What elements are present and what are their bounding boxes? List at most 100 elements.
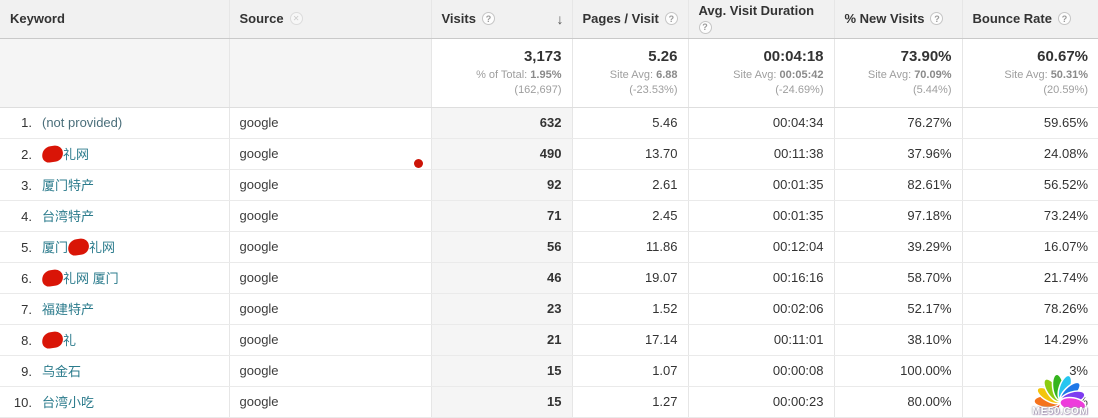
summary-visits-cell: 3,173 % of Total: 1.95% (162,697) [430, 38, 572, 108]
column-label: % New Visits [844, 11, 925, 27]
cell-pages: 1.27 [652, 394, 678, 409]
column-header-avg-visit-duration[interactable]: Avg. Visit Duration ? [687, 0, 834, 39]
keyword-text-post: 礼网 [63, 147, 90, 162]
redaction-mark [40, 144, 65, 164]
new-visits-cell: 37.96% [833, 138, 962, 170]
keyword-link[interactable]: (not provided) [42, 115, 122, 130]
keyword-link[interactable]: 厦门 礼网 [42, 237, 115, 257]
bounce-cell: 7% [961, 386, 1098, 418]
help-icon[interactable]: ? [481, 12, 495, 26]
keyword-text-pre: (not provided) [42, 115, 123, 130]
cell-duration: 00:01:35 [772, 177, 824, 192]
summary-sub-label: % of Total: [476, 68, 528, 81]
help-icon[interactable]: ? [930, 12, 944, 26]
new-visits-cell: 58.70% [833, 262, 962, 294]
bounce-cell: 59.65% [961, 107, 1098, 139]
summary-bounce-cell: 60.67% Site Avg: 50.31% (20.59%) [961, 38, 1098, 108]
cell-bounce: 24.08% [1043, 146, 1088, 161]
cell-pages: 19.07 [644, 270, 678, 285]
summary-sub2: (5.44%) [912, 83, 952, 96]
summary-sub2: (20.59%) [1043, 83, 1088, 96]
cell-duration: 00:11:01 [773, 332, 824, 347]
keyword-cell: 6. 礼网 厦门 [0, 262, 229, 294]
summary-row: 3,173 % of Total: 1.95% (162,697) 5.26 S… [0, 38, 1098, 108]
table-row: 2. 礼网 google 490 13.70 00:11:38 37.96% 24… [0, 138, 1098, 170]
duration-cell: 00:01:35 [687, 200, 834, 232]
remove-secondary-dimension-icon[interactable]: ✕ [289, 12, 303, 26]
cell-new_visits: 76.27% [907, 115, 952, 130]
new-visits-cell: 97.18% [833, 200, 962, 232]
summary-value: 3,173 [523, 47, 562, 65]
cell-pages: 1.52 [652, 301, 678, 316]
duration-cell: 00:11:01 [687, 324, 834, 356]
new-visits-cell: 100.00% [833, 355, 962, 387]
cell-new_visits: 58.70% [907, 270, 952, 285]
cell-bounce: 14.29% [1043, 332, 1088, 347]
keyword-text-pre: 台湾特产 [42, 209, 95, 224]
cell-source: google [239, 363, 279, 378]
keyword-cell: 9. 乌金石 [0, 355, 229, 387]
cell-visits: 23 [547, 301, 562, 316]
sort-descending-icon[interactable]: ↓ [556, 10, 564, 27]
keyword-link[interactable]: 礼网 厦门 [40, 268, 119, 288]
keyword-link[interactable]: 台湾特产 [42, 209, 94, 224]
visits-cell: 15 [430, 355, 572, 387]
summary-sub-value: 50.31% [1050, 68, 1088, 81]
column-header-visits[interactable]: Visits ? ↓ [430, 0, 572, 39]
column-header-keyword[interactable]: Keyword [0, 0, 229, 39]
column-header-bounce-rate[interactable]: Bounce Rate ? [961, 0, 1098, 39]
column-header-source[interactable]: Source ✕ [228, 0, 431, 39]
column-label: Bounce Rate [972, 11, 1052, 27]
cell-visits: 15 [547, 394, 562, 409]
keyword-link[interactable]: 福建特产 [42, 302, 94, 317]
summary-sub2: (-24.69%) [775, 83, 824, 96]
column-header-new-visits[interactable]: % New Visits ? [833, 0, 962, 39]
keyword-cell: 10. 台湾小吃 [0, 386, 229, 418]
table-row: 7. 福建特产 google 23 1.52 00:02:06 52.17% 78… [0, 293, 1098, 325]
cell-bounce: 21.74% [1043, 270, 1088, 285]
bounce-cell: 21.74% [961, 262, 1098, 294]
row-rank: 4. [21, 209, 32, 224]
bounce-cell: 3% [961, 355, 1098, 387]
cell-pages: 2.45 [652, 208, 678, 223]
new-visits-cell: 39.29% [833, 231, 962, 263]
cell-source: google [239, 301, 279, 316]
pages-cell: 1.27 [571, 386, 688, 418]
keyword-link[interactable]: 厦门特产 [42, 178, 94, 193]
help-icon[interactable]: ? [1057, 12, 1071, 26]
bounce-cell: 78.26% [961, 293, 1098, 325]
table-row: 3. 厦门特产 google 92 2.61 00:01:35 82.61% 56… [0, 169, 1098, 201]
duration-cell: 00:02:06 [687, 293, 834, 325]
summary-source-cell [228, 38, 431, 108]
duration-cell: 00:12:04 [687, 231, 834, 263]
duration-cell: 00:01:35 [687, 169, 834, 201]
cell-source: google [239, 146, 279, 161]
keyword-link[interactable]: 礼网 [40, 144, 90, 164]
cell-bounce: 3% [1069, 363, 1088, 378]
new-visits-cell: 80.00% [833, 386, 962, 418]
pages-cell: 2.61 [571, 169, 688, 201]
column-header-pages-visit[interactable]: Pages / Visit ? [571, 0, 688, 39]
cell-source: google [239, 394, 279, 409]
help-icon[interactable]: ? [664, 12, 678, 26]
summary-value: 60.67% [1037, 47, 1088, 65]
cell-pages: 1.07 [652, 363, 678, 378]
keyword-text-pre: 厦门 [42, 240, 69, 255]
source-cell: google [228, 107, 431, 139]
table-header-row: Keyword Source ✕ Visits ? ↓ [0, 0, 1098, 39]
cell-new_visits: 82.61% [907, 177, 952, 192]
help-icon[interactable]: ? [698, 20, 712, 34]
keyword-link[interactable]: 台湾小吃 [42, 395, 94, 410]
source-cell: google [228, 293, 431, 325]
visits-cell: 46 [430, 262, 572, 294]
visits-cell: 23 [430, 293, 572, 325]
duration-cell: 00:04:34 [687, 107, 834, 139]
keyword-cell: 4. 台湾特产 [0, 200, 229, 232]
source-cell: google [228, 262, 431, 294]
keyword-link[interactable]: 礼 [40, 330, 76, 350]
keyword-link[interactable]: 乌金石 [42, 364, 81, 379]
summary-sub-value: 70.09% [914, 68, 952, 81]
column-label: Pages / Visit [582, 11, 659, 27]
column-label: Keyword [10, 11, 65, 27]
cell-duration: 00:02:06 [772, 301, 824, 316]
